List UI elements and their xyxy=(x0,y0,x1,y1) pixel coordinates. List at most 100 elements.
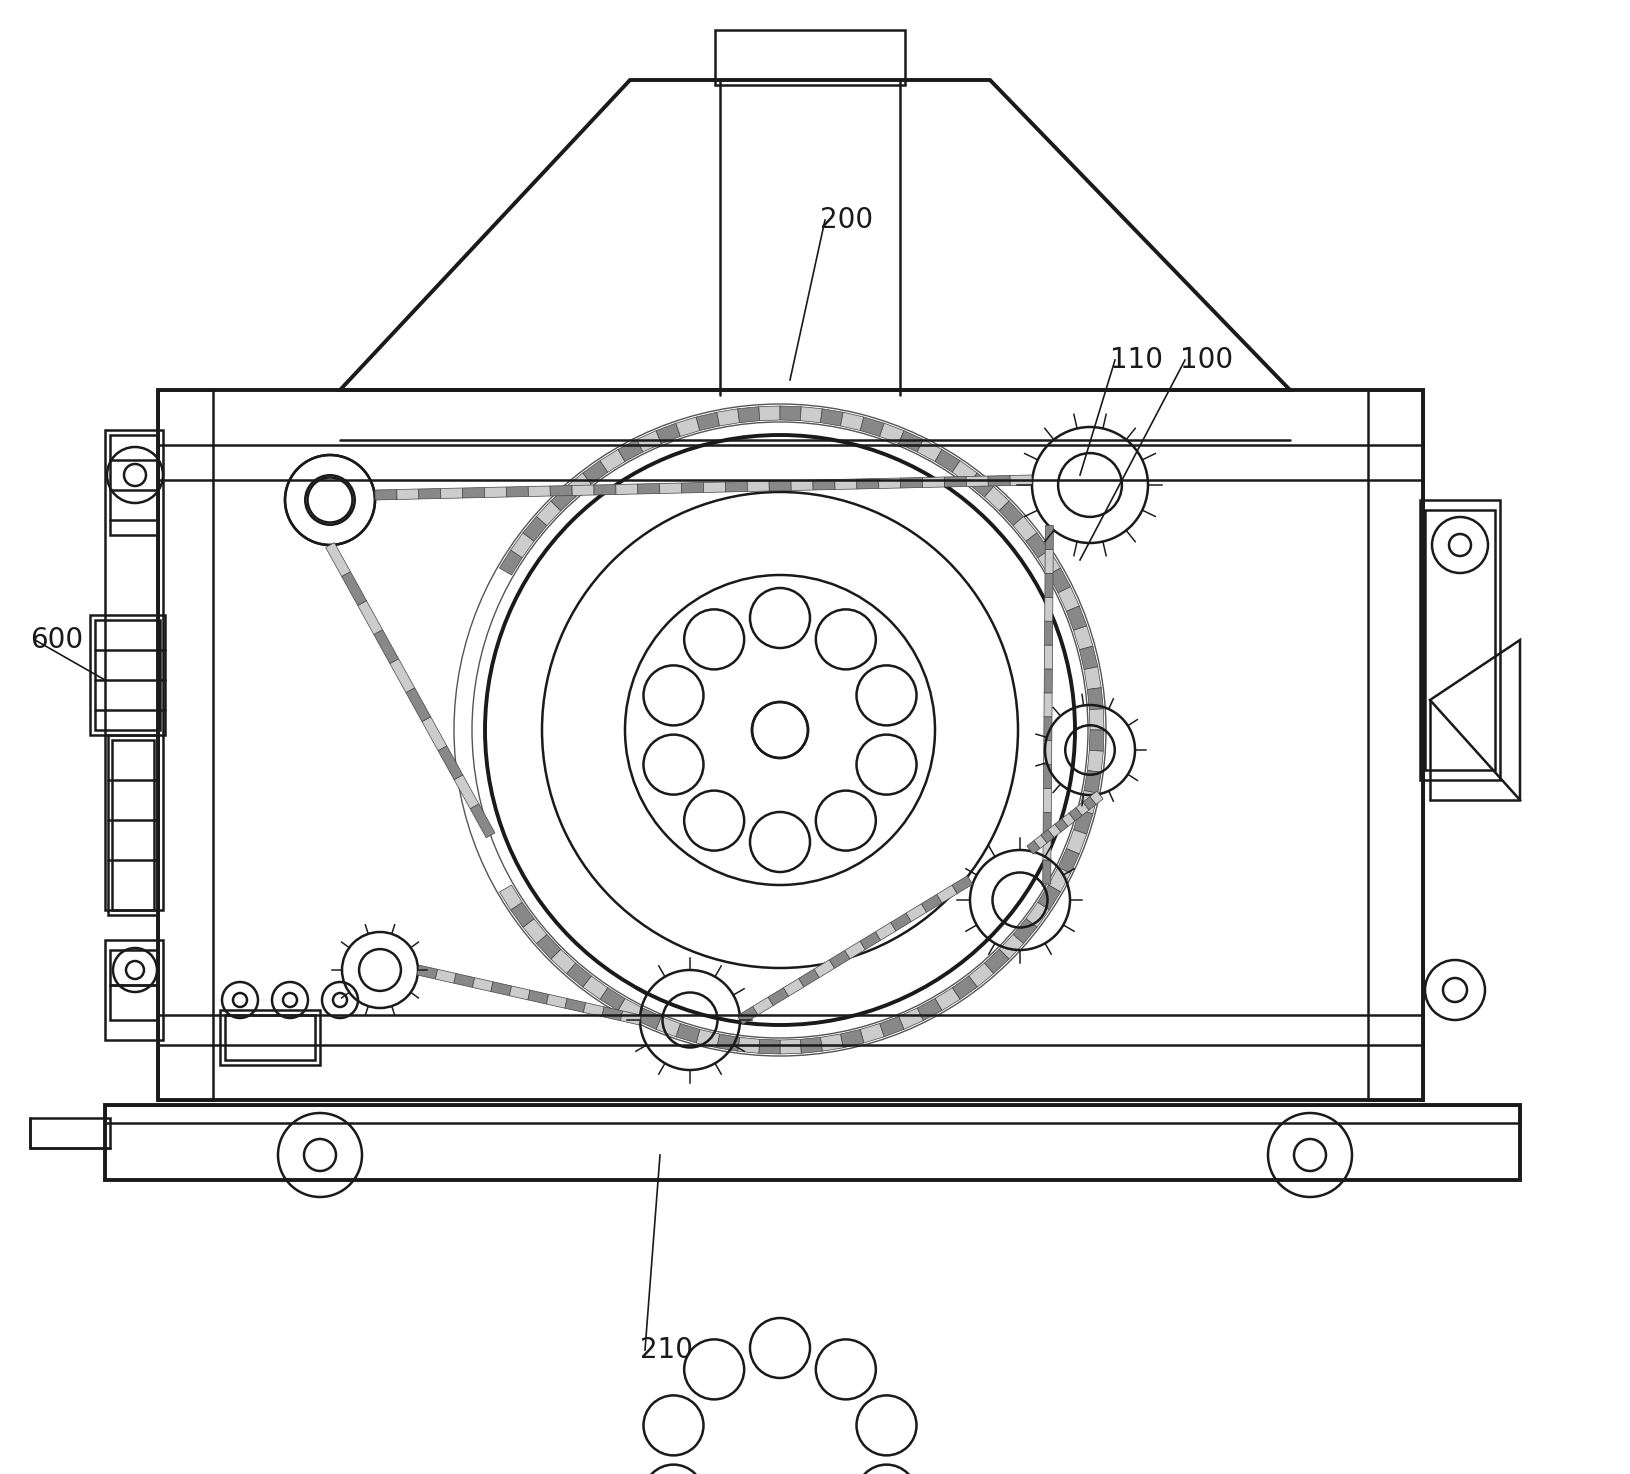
Text: 100: 100 xyxy=(1178,346,1232,374)
Polygon shape xyxy=(600,988,624,1011)
Polygon shape xyxy=(582,460,608,483)
Polygon shape xyxy=(1027,840,1040,853)
Polygon shape xyxy=(422,716,447,750)
Polygon shape xyxy=(879,1017,903,1036)
Polygon shape xyxy=(1055,818,1068,831)
Bar xyxy=(108,736,158,915)
Bar xyxy=(714,29,905,85)
Bar xyxy=(95,621,160,730)
Polygon shape xyxy=(985,486,1009,511)
Polygon shape xyxy=(859,417,883,436)
Bar xyxy=(158,391,1421,1100)
Polygon shape xyxy=(373,629,398,663)
Polygon shape xyxy=(999,501,1024,526)
Polygon shape xyxy=(1043,740,1051,765)
Polygon shape xyxy=(1079,790,1097,814)
Polygon shape xyxy=(463,488,484,498)
Polygon shape xyxy=(510,532,533,557)
Polygon shape xyxy=(1061,814,1074,827)
Polygon shape xyxy=(1037,550,1060,575)
Polygon shape xyxy=(357,600,383,634)
Polygon shape xyxy=(921,895,942,912)
Text: 210: 210 xyxy=(639,1335,693,1363)
Polygon shape xyxy=(791,481,813,491)
Polygon shape xyxy=(528,486,549,497)
Polygon shape xyxy=(523,918,546,943)
Polygon shape xyxy=(737,1007,758,1024)
Polygon shape xyxy=(779,1039,800,1054)
Polygon shape xyxy=(716,408,738,426)
Polygon shape xyxy=(839,413,864,430)
Polygon shape xyxy=(341,572,367,606)
Polygon shape xyxy=(1043,812,1051,836)
Polygon shape xyxy=(1037,884,1060,909)
Polygon shape xyxy=(546,995,567,1008)
Polygon shape xyxy=(813,960,835,977)
Polygon shape xyxy=(1066,606,1086,631)
Bar xyxy=(1425,510,1495,769)
Polygon shape xyxy=(406,688,430,722)
Polygon shape xyxy=(812,479,835,489)
Polygon shape xyxy=(1025,902,1048,927)
Polygon shape xyxy=(1058,587,1079,612)
Polygon shape xyxy=(523,516,546,541)
Bar xyxy=(109,985,158,1020)
Polygon shape xyxy=(536,935,561,960)
Polygon shape xyxy=(968,963,993,988)
Polygon shape xyxy=(830,951,849,968)
Polygon shape xyxy=(1048,567,1069,593)
Polygon shape xyxy=(944,476,967,486)
Bar xyxy=(225,1016,315,1060)
Polygon shape xyxy=(875,923,895,940)
Polygon shape xyxy=(782,979,804,996)
Bar xyxy=(220,1010,319,1066)
Polygon shape xyxy=(1043,693,1051,716)
Polygon shape xyxy=(1043,716,1051,740)
Polygon shape xyxy=(859,1023,883,1044)
Polygon shape xyxy=(619,1011,641,1024)
Polygon shape xyxy=(1079,646,1097,669)
Bar xyxy=(104,1106,1519,1181)
Polygon shape xyxy=(879,478,900,488)
Polygon shape xyxy=(600,450,624,472)
Polygon shape xyxy=(659,483,681,494)
Polygon shape xyxy=(999,935,1024,960)
Polygon shape xyxy=(934,450,960,472)
Polygon shape xyxy=(1089,709,1104,730)
Polygon shape xyxy=(440,488,463,498)
Bar xyxy=(109,951,158,985)
Polygon shape xyxy=(1048,867,1069,892)
Polygon shape xyxy=(499,550,522,575)
Polygon shape xyxy=(1076,802,1089,815)
Polygon shape xyxy=(1012,918,1037,943)
Polygon shape xyxy=(716,1035,738,1051)
Polygon shape xyxy=(768,988,789,1005)
Polygon shape xyxy=(1046,824,1061,837)
Text: 600: 600 xyxy=(29,626,83,654)
Polygon shape xyxy=(1042,859,1050,884)
Polygon shape xyxy=(1058,849,1079,873)
Polygon shape xyxy=(484,486,507,498)
Polygon shape xyxy=(820,408,843,426)
Polygon shape xyxy=(898,1008,923,1029)
Polygon shape xyxy=(879,423,903,444)
Polygon shape xyxy=(1043,646,1051,669)
Bar xyxy=(158,391,214,1100)
Polygon shape xyxy=(1045,573,1053,597)
Polygon shape xyxy=(1068,808,1081,821)
Polygon shape xyxy=(916,998,942,1020)
Polygon shape xyxy=(566,473,592,497)
Polygon shape xyxy=(549,485,572,495)
Polygon shape xyxy=(582,976,608,999)
Polygon shape xyxy=(1045,597,1053,621)
Polygon shape xyxy=(675,1023,699,1044)
Polygon shape xyxy=(1089,792,1102,805)
Polygon shape xyxy=(769,481,791,491)
Polygon shape xyxy=(536,501,561,526)
Polygon shape xyxy=(1082,796,1095,809)
Polygon shape xyxy=(618,439,642,461)
Polygon shape xyxy=(505,486,528,497)
Bar xyxy=(104,1106,1519,1123)
Polygon shape xyxy=(737,1038,760,1054)
Polygon shape xyxy=(1009,475,1032,485)
